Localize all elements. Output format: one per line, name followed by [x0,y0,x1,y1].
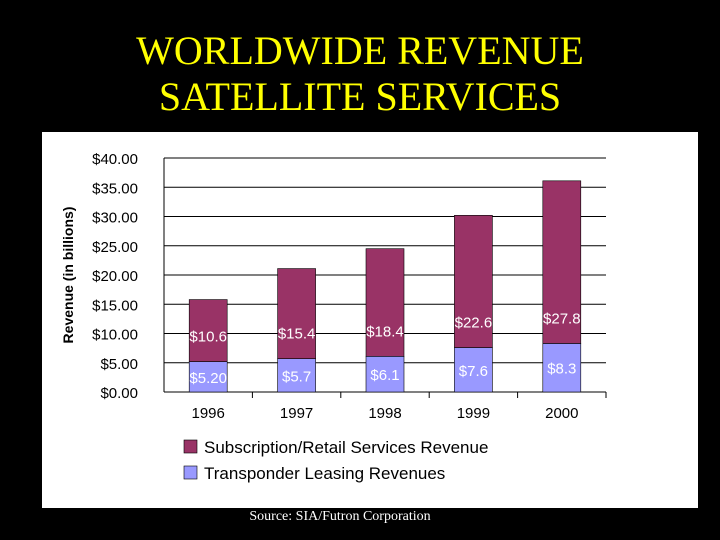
y-tick-label: $30.00 [92,210,138,227]
y-tick-label: $20.00 [92,268,138,285]
bar-transponder-1998 [365,356,405,393]
x-tick-label: 1997 [280,405,313,422]
bar-transponder-1996 [188,361,228,393]
data-label-subscription: $15.4 [278,326,316,343]
x-tick-label: 1996 [192,405,225,422]
data-label-transponder: $5.20 [189,370,227,387]
legend-transponder-swatch [183,465,198,480]
bar-transponder-2000 [542,343,582,393]
bar-subscription-1997 [277,268,316,359]
y-tick-label: $5.00 [100,356,138,373]
legend-subscription-label: Subscription/Retail Services Revenue [204,438,488,457]
bar-subscription-2000 [542,180,582,344]
data-label-transponder: $6.1 [370,367,399,384]
y-tick-label: $25.00 [92,239,138,256]
x-tick-label: 2000 [545,405,578,422]
bar-subscription-1998 [365,248,405,357]
data-label-subscription: $22.6 [455,315,493,332]
x-tick-label: 1998 [368,405,401,422]
chart-panel: $0.00 $5.00 $10.00 $15.00 $20.00 $25.00 $30.00… [42,132,698,508]
source-note: Source: SIA/Futron Corporation [249,509,431,524]
data-label-transponder: $5.7 [282,368,311,385]
bar-transponder-1999 [454,347,493,393]
y-tick-label: $40.00 [92,151,138,168]
y-tick-label: $15.00 [92,297,138,314]
x-tick-label: 1999 [457,405,490,422]
y-axis-label: Revenue (in billions) [60,207,76,344]
y-tick-label: $0.00 [100,385,138,402]
data-label-transponder: $8.3 [547,361,576,378]
y-tick-label: $35.00 [92,180,138,197]
bar-subscription-1999 [454,215,493,348]
legend-transponder-label: Transponder Leasing Revenues [204,464,445,483]
y-tick-label: $10.00 [92,327,138,344]
slide-title: WORLDWIDE REVENUE SATELLITE SERVICES [0,28,720,120]
data-label-subscription: $18.4 [366,323,404,340]
data-label-transponder: $7.6 [459,363,488,380]
data-label-subscription: $27.8 [543,310,581,327]
legend-subscription-swatch [183,439,198,454]
title-line-1: WORLDWIDE REVENUE [136,28,584,73]
stacked-bar-chart: $0.00 $5.00 $10.00 $15.00 $20.00 $25.00 $30.00… [60,151,607,483]
data-label-subscription: $10.6 [189,329,227,346]
title-line-2: SATELLITE SERVICES [158,74,562,119]
bar-subscription-1996 [188,299,228,362]
